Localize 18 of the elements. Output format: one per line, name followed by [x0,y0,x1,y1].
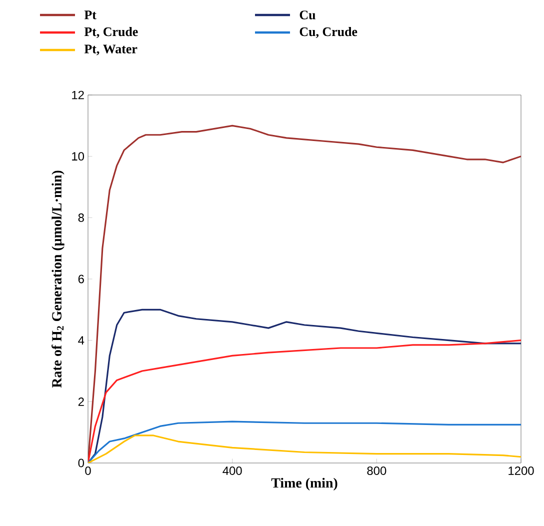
y-tick-label: 12 [72,90,84,100]
y-tick-label: 6 [78,274,84,284]
y-tick-label: 4 [78,336,84,344]
legend-label: Pt, Water [84,44,138,56]
x-tick-label: 400 [222,466,242,475]
legend-label: Cu, Crude [300,27,358,38]
x-tick-label: 800 [367,466,386,475]
legend-label: Cu [300,10,316,20]
y-tick-label: 10 [72,152,84,161]
y-axis-title: Rate of H$_{2}$ Generation (μmol/L·min) [52,170,64,388]
legend-label: Pt, Crude [84,27,138,38]
x-tick-label: 0 [85,466,91,475]
y-tick-label: 8 [78,213,84,222]
legend-label: Pt [84,10,96,20]
y-tick-label: 0 [78,458,84,468]
x-tick-label: 1200 [508,466,534,475]
y-tick-label: 2 [78,397,84,406]
x-axis-title: Time (min) [271,478,338,490]
